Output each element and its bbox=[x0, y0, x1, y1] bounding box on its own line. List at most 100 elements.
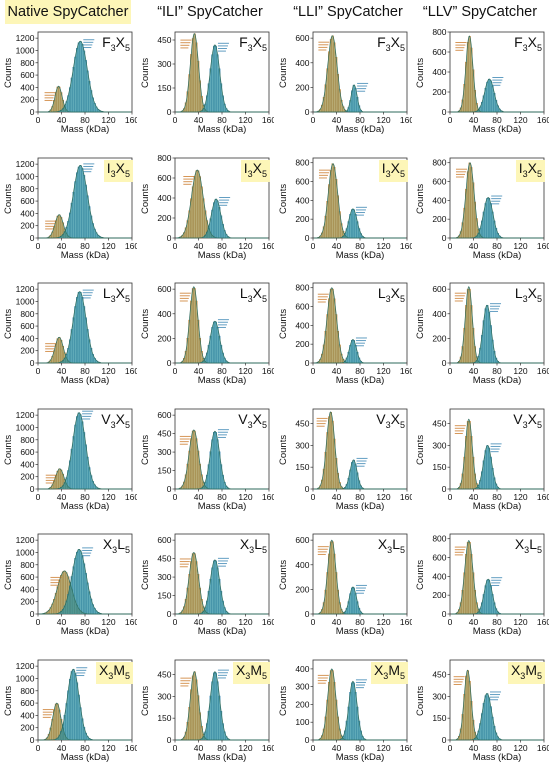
x-tick-label: 120 bbox=[238, 366, 252, 376]
mutant-label-base: I bbox=[106, 159, 111, 176]
y-tick-label: 800 bbox=[295, 283, 309, 293]
x-tick-label: 160 bbox=[262, 241, 274, 251]
x-axis-title: Mass (kDa) bbox=[197, 375, 247, 386]
x-tick-label: 80 bbox=[217, 366, 227, 376]
y-tick-label: 1000 bbox=[16, 296, 35, 306]
y-tick-label: 600 bbox=[295, 535, 309, 545]
x-axis-title: Mass (kDa) bbox=[60, 626, 110, 637]
column-header-1: “ILI” SpyCatcher bbox=[157, 4, 263, 20]
x-tick-label: 80 bbox=[80, 366, 90, 376]
y-tick-label: 400 bbox=[20, 710, 34, 720]
mutant-label: L3X5 bbox=[375, 285, 408, 308]
x-tick-label: 0 bbox=[448, 366, 453, 376]
y-tick-label: 1200 bbox=[16, 410, 35, 420]
x-axis-title: Mass (kDa) bbox=[197, 124, 247, 135]
histogram-panel: 0 150 300 450 0 40 80 120 160 Counts Mass (kDa) X3M… bbox=[412, 652, 549, 777]
x-tick-label: 80 bbox=[217, 492, 227, 502]
y-tick-label: 400 bbox=[432, 67, 446, 77]
x-tick-label: 0 bbox=[36, 617, 41, 627]
y-tick-label: 600 bbox=[432, 284, 446, 294]
histogram-panel: 0 200 400 600 0 40 80 120 160 Counts Mass (kDa) F3X… bbox=[275, 24, 412, 150]
y-tick-label: 800 bbox=[432, 157, 446, 167]
mutant-label-sub1: 3 bbox=[385, 168, 391, 179]
y-tick-label: 0 bbox=[167, 358, 172, 368]
x-tick-label: 0 bbox=[311, 743, 316, 753]
fit-annotation-low bbox=[455, 168, 467, 178]
histogram-svg: 0 150 300 450 0 40 80 120 160 bbox=[432, 408, 549, 502]
x-axis-title: Mass (kDa) bbox=[197, 249, 247, 261]
x-tick-label: 160 bbox=[262, 366, 274, 376]
y-axis-title: Counts bbox=[140, 685, 151, 716]
x-tick-label: 120 bbox=[513, 492, 527, 502]
y-tick-label: 0 bbox=[30, 484, 35, 494]
x-tick-label: 0 bbox=[173, 743, 178, 753]
y-tick-label: 0 bbox=[305, 233, 310, 243]
y-tick-label: 300 bbox=[157, 691, 171, 701]
fit-annotation-high bbox=[217, 42, 229, 52]
x-tick-label: 120 bbox=[101, 492, 115, 502]
fit-annotation-high bbox=[82, 410, 94, 419]
x-tick-label: 80 bbox=[355, 743, 365, 753]
mutant-label-mid: M bbox=[113, 661, 125, 678]
mutant-label: X3M5 bbox=[507, 661, 545, 685]
x-tick-label: 80 bbox=[355, 492, 365, 502]
x-axis-title: Mass (kDa) bbox=[60, 124, 110, 135]
y-tick-label: 200 bbox=[20, 597, 34, 607]
fit-annotation-low bbox=[317, 293, 329, 303]
mutant-label-mid: X bbox=[252, 159, 262, 176]
x-axis-title: Mass (kDa) bbox=[335, 626, 385, 637]
mutant-label-base: L bbox=[377, 285, 386, 301]
mutant-label-mid: X bbox=[115, 159, 125, 176]
x-tick-label: 40 bbox=[194, 617, 204, 627]
mutant-label: I3X5 bbox=[378, 159, 408, 183]
fit-annotation-low bbox=[180, 39, 192, 49]
fit-annotation-low bbox=[180, 677, 192, 686]
y-tick-label: 0 bbox=[167, 735, 172, 745]
y-tick-label: 0 bbox=[167, 107, 172, 117]
mutant-label-sub2: 5 bbox=[124, 544, 130, 555]
x-tick-label: 160 bbox=[400, 492, 412, 502]
x-tick-label: 80 bbox=[355, 366, 365, 376]
mutant-label-sub2: 5 bbox=[261, 544, 267, 555]
y-tick-label: 0 bbox=[442, 609, 447, 619]
mutant-label-sub2: 5 bbox=[124, 419, 130, 430]
mutant-label-sub1: 3 bbox=[110, 42, 116, 53]
y-axis-title: Counts bbox=[3, 57, 14, 88]
y-tick-label: 200 bbox=[295, 699, 309, 709]
y-tick-label: 0 bbox=[305, 609, 310, 619]
x-tick-label: 160 bbox=[537, 366, 549, 376]
histogram-svg: 0 150 300 450 0 40 80 120 160 bbox=[432, 659, 549, 753]
fit-annotation-high bbox=[83, 162, 95, 172]
y-tick-label: 150 bbox=[157, 465, 171, 475]
mutant-label: V3X5 bbox=[98, 411, 133, 434]
fit-curve-high bbox=[39, 164, 131, 238]
mutant-label-base: X bbox=[102, 536, 113, 552]
fit-annotation-low bbox=[453, 675, 465, 685]
column-header-2: “LLI” SpyCatcher bbox=[293, 4, 403, 20]
mutant-label-base: X bbox=[377, 536, 388, 552]
x-axis-title: Mass (kDa) bbox=[197, 751, 247, 763]
histogram-svg: 0 200 400 600 800 0 40 80 120 160 bbox=[157, 153, 274, 251]
y-tick-label: 0 bbox=[30, 358, 35, 368]
mutant-label: X3M5 bbox=[95, 661, 133, 685]
x-tick-label: 120 bbox=[513, 366, 527, 376]
y-tick-label: 600 bbox=[157, 535, 171, 545]
fit-curve-high bbox=[176, 430, 268, 489]
x-tick-label: 40 bbox=[57, 115, 67, 125]
fit-annotation-high bbox=[357, 82, 369, 92]
mutant-label: X3L5 bbox=[237, 536, 270, 559]
mutant-label: F3X5 bbox=[99, 34, 133, 57]
mutant-label-mid: L bbox=[117, 536, 125, 552]
histogram-svg: 0 200 400 600 800 0 40 80 120 160 bbox=[295, 157, 412, 251]
x-tick-label: 0 bbox=[311, 366, 316, 376]
y-axis-title: Counts bbox=[278, 559, 289, 590]
y-tick-label: 800 bbox=[20, 434, 34, 444]
x-tick-label: 0 bbox=[36, 241, 41, 251]
y-tick-label: 600 bbox=[20, 70, 34, 80]
y-tick-label: 300 bbox=[295, 681, 309, 691]
y-axis-title: Counts bbox=[415, 183, 426, 214]
mutant-label-mid: X bbox=[390, 285, 400, 301]
y-tick-label: 1000 bbox=[16, 45, 35, 55]
x-axis-title: Mass (kDa) bbox=[197, 626, 247, 637]
